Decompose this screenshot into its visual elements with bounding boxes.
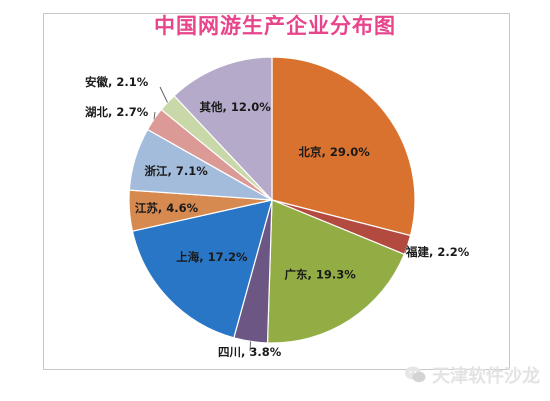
watermark-text: 天津软件沙龙	[432, 366, 540, 387]
pie-slice-9	[173, 56, 273, 202]
svg-text:四川, 3.8%: 四川, 3.8%	[218, 345, 282, 359]
pie-slice-4	[131, 199, 273, 339]
svg-text:浙江, 7.1%: 浙江, 7.1%	[144, 164, 208, 178]
wechat-icon	[405, 366, 426, 383]
slice-label-9: 其他, 12.0%	[200, 100, 272, 114]
slice-label-5: 江苏, 4.6%	[135, 201, 199, 215]
svg-text:上海, 17.2%: 上海, 17.2%	[176, 250, 248, 264]
watermark: 天津软件沙龙	[404, 363, 540, 387]
leader-line-1	[404, 244, 409, 254]
slice-label-3: 四川, 3.8%	[218, 341, 282, 359]
svg-text:江苏, 4.6%: 江苏, 4.6%	[135, 201, 199, 215]
leader-line-7	[153, 111, 156, 120]
slice-label-2: 广东, 19.3%	[285, 267, 357, 281]
pie-slice-0	[271, 56, 416, 237]
leader-line-8	[159, 86, 168, 103]
svg-text:北京, 29.0%: 北京, 29.0%	[298, 145, 370, 159]
slice-label-7: 湖北, 2.7%	[85, 105, 156, 120]
slice-label-0: 北京, 29.0%	[298, 145, 370, 159]
slice-label-1: 福建, 2.2%	[404, 244, 470, 259]
leader-line-3	[249, 341, 251, 352]
slice-label-4: 上海, 17.2%	[176, 250, 248, 264]
slice-label-8: 安徽, 2.1%	[85, 75, 168, 103]
svg-text:安徽, 2.1%: 安徽, 2.1%	[85, 75, 149, 89]
svg-text:其他, 12.0%: 其他, 12.0%	[200, 100, 272, 114]
svg-text:湖北, 2.7%: 湖北, 2.7%	[85, 105, 149, 119]
chart-title: 中国网游生产企业分布图	[154, 14, 396, 38]
pie-slice-2	[266, 199, 406, 344]
slice-label-6: 浙江, 7.1%	[144, 164, 208, 178]
svg-text:福建, 2.2%: 福建, 2.2%	[405, 245, 470, 259]
svg-text:广东, 19.3%: 广东, 19.3%	[285, 267, 357, 281]
